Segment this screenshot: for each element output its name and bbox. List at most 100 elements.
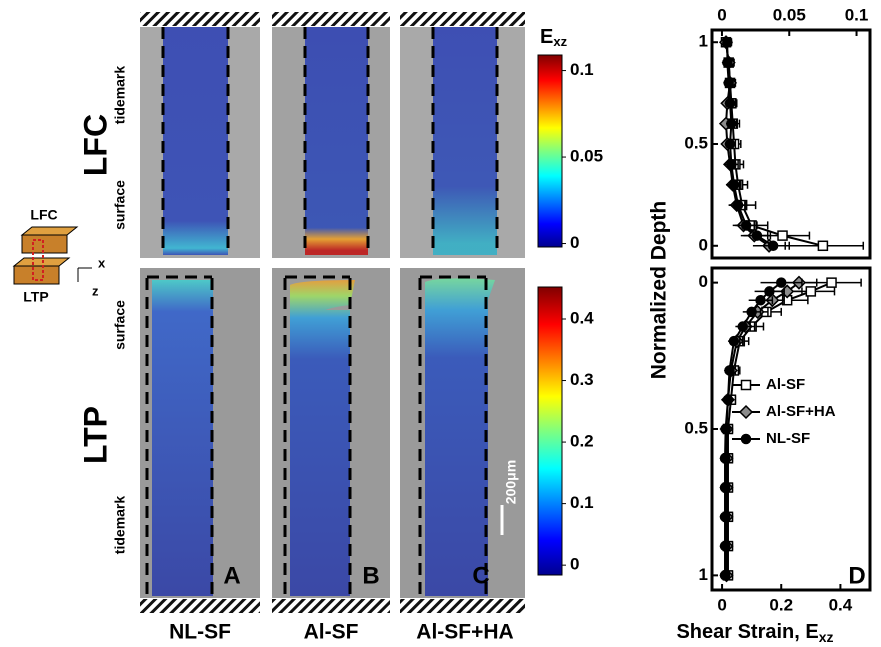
y-tick-label: 1	[699, 565, 708, 584]
marker	[722, 36, 733, 48]
y-tick-label: 0	[699, 272, 708, 291]
marker	[777, 230, 788, 241]
marker	[719, 540, 731, 552]
colorbar-tick-label: 0.1	[570, 60, 594, 79]
marker	[817, 240, 829, 252]
inset-label: x	[98, 255, 106, 270]
column-label: NL-SF	[169, 621, 231, 644]
legend-label: NL-SF	[766, 430, 810, 447]
y-tick-label: 0	[699, 235, 708, 254]
marker	[767, 240, 779, 252]
inset: LFC LTP x z	[12, 207, 106, 305]
marker	[719, 482, 731, 493]
scale-label: 200μm	[503, 460, 519, 504]
marker	[728, 335, 740, 347]
marker	[775, 277, 787, 288]
x-tick-label: 0.1	[845, 5, 869, 24]
marker	[726, 159, 737, 170]
marker	[732, 199, 744, 211]
panel-letter: A	[223, 562, 240, 589]
hatch	[140, 599, 260, 613]
x-tick-label: 0.4	[829, 595, 853, 614]
legend-marker	[740, 379, 752, 391]
side-label: tidemark	[112, 496, 128, 555]
marker	[724, 98, 736, 109]
marker	[719, 511, 731, 523]
block	[21, 234, 68, 254]
marker	[726, 118, 737, 129]
colorbar-tick-label: 0	[570, 233, 579, 252]
marker	[724, 138, 736, 150]
column-label: Al-SF	[304, 621, 359, 644]
panel-letter: D	[848, 562, 865, 589]
x-axis-label: Shear Strain, Exz	[676, 621, 833, 644]
hatch	[140, 12, 260, 26]
block	[20, 226, 79, 236]
strain-overlay	[425, 278, 495, 596]
colorbars: 0 0.05 0.1 0 0.1 0.2 0.3 0.4	[537, 54, 603, 576]
colorbar-tick-label: 0.3	[570, 370, 594, 389]
marker	[724, 365, 735, 376]
block	[13, 265, 60, 285]
colorbar-tick-label: 0	[570, 555, 579, 574]
y-tick-label: 0.5	[684, 133, 708, 152]
hatch	[272, 12, 390, 26]
marker	[764, 286, 775, 297]
hatch	[400, 599, 525, 613]
side-label: surface	[112, 180, 128, 230]
legend-marker	[738, 404, 754, 420]
marker	[737, 321, 749, 332]
strain-overlay	[433, 27, 497, 255]
panel-letter: B	[362, 562, 379, 589]
y-axis-label: Normalized Depth	[648, 201, 671, 380]
strain-overlay	[152, 280, 213, 596]
marker	[805, 286, 817, 297]
side-label: surface	[112, 300, 128, 350]
marker	[728, 179, 740, 190]
legend-label: Al-SF+HA	[766, 403, 836, 420]
legend-label: Al-SF	[766, 376, 805, 393]
axes-arrows	[77, 267, 92, 282]
side-label: tidemark	[112, 66, 128, 125]
marker	[719, 570, 731, 581]
sample	[32, 239, 44, 281]
y-tick-label: 0.5	[684, 418, 708, 437]
panel-letter: C	[472, 562, 489, 589]
x-tick-label: 0	[717, 5, 726, 24]
colorbar-label-sub: xz	[553, 34, 567, 49]
colorbar-tick-label: 0.2	[570, 432, 594, 451]
x-tick-label: 0	[717, 595, 726, 614]
marker	[826, 277, 837, 288]
marker	[746, 306, 757, 318]
image-panels: 200μm A B C D NL-SF Al-SF Al-SF+HA LFC L…	[12, 12, 866, 644]
row-label: LTP	[77, 406, 113, 464]
colorbar-label: E	[540, 26, 553, 48]
marker	[720, 423, 731, 435]
colorbar-label: Exz	[540, 26, 568, 49]
strain-overlay	[290, 280, 355, 596]
strain-overlay	[305, 27, 368, 255]
marker	[719, 453, 731, 464]
marker	[755, 294, 766, 306]
y-tick-label: 1	[699, 32, 708, 51]
hatch	[272, 599, 390, 613]
x-tick-label: 0.05	[773, 5, 806, 24]
colorbar-tick-label: 0.05	[570, 147, 603, 166]
x-tick-label: 0.2	[769, 595, 793, 614]
colorbar-tick-label: 0.4	[570, 308, 594, 327]
marker	[740, 220, 752, 231]
hatch	[400, 12, 525, 26]
column-label: Al-SF+HA	[416, 621, 513, 644]
inset-label: z	[92, 283, 99, 298]
colorbar-tick-label: 0.1	[570, 493, 594, 512]
strain-overlay	[163, 27, 228, 255]
marker	[722, 394, 734, 405]
x-axis-label-sub: xz	[819, 629, 834, 645]
inset-label: LTP	[23, 289, 48, 305]
legend-marker	[740, 433, 752, 445]
marker	[723, 77, 734, 89]
block	[12, 257, 71, 267]
colorbar	[537, 286, 563, 576]
